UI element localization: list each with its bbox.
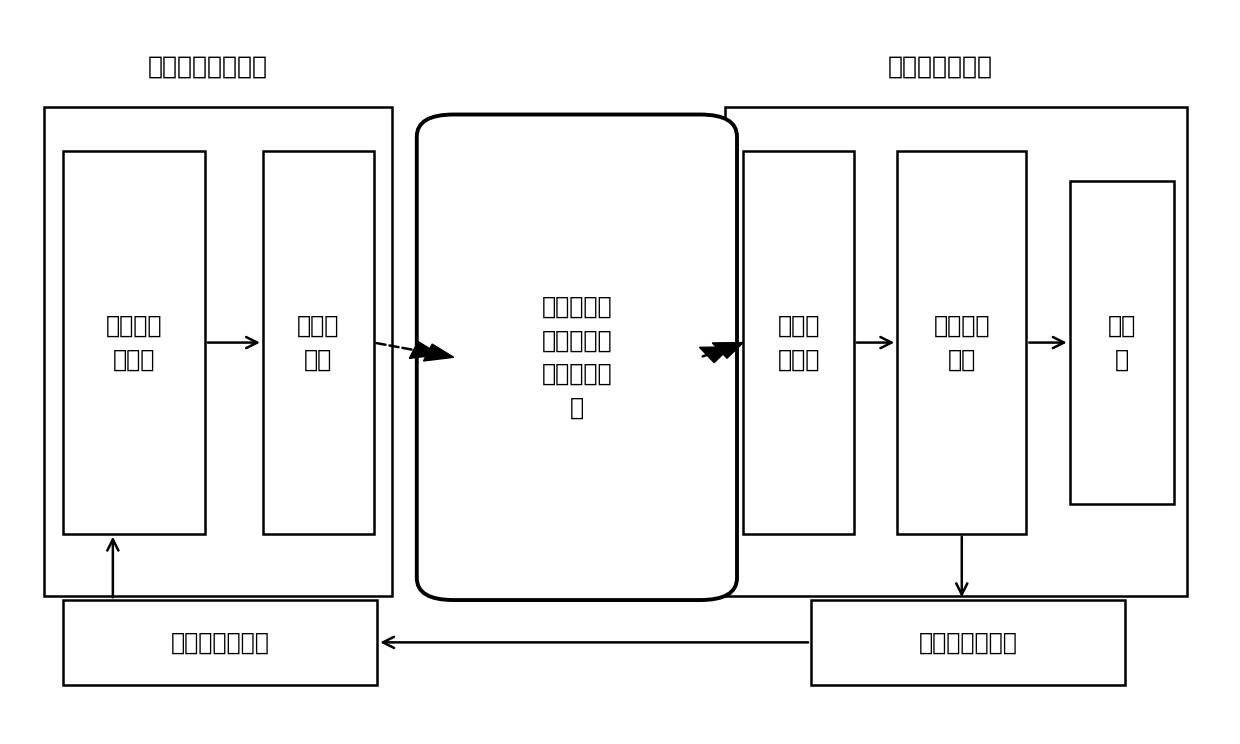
Text: 发射端充
电模块: 发射端充 电模块 (105, 314, 162, 371)
Text: 接收端
小线圈: 接收端 小线圈 (777, 314, 820, 371)
FancyBboxPatch shape (417, 115, 737, 600)
Polygon shape (424, 344, 454, 361)
Text: 无人机充电发射端: 无人机充电发射端 (148, 55, 268, 79)
Text: 接收端通信模块: 接收端通信模块 (919, 630, 1017, 655)
Text: 发射端
线圈: 发射端 线圈 (298, 314, 340, 371)
Bar (897, 151, 1027, 534)
Bar (743, 151, 854, 534)
Bar (63, 600, 377, 684)
Bar (263, 151, 373, 534)
Bar (1070, 181, 1174, 504)
Text: 发射端通信模块: 发射端通信模块 (171, 630, 270, 655)
Polygon shape (409, 341, 440, 359)
Bar (811, 600, 1125, 684)
Text: 微型充电
模块: 微型充电 模块 (934, 314, 990, 371)
Bar (724, 107, 1187, 597)
Text: 小电
池: 小电 池 (1107, 314, 1136, 371)
Polygon shape (712, 342, 743, 359)
Text: 无线充电接收端: 无线充电接收端 (888, 55, 993, 79)
Text: 电能通过电
磁场以无线
方式进行传
播: 电能通过电 磁场以无线 方式进行传 播 (542, 295, 613, 420)
Polygon shape (699, 347, 730, 362)
Bar (43, 107, 392, 597)
Bar (63, 151, 205, 534)
